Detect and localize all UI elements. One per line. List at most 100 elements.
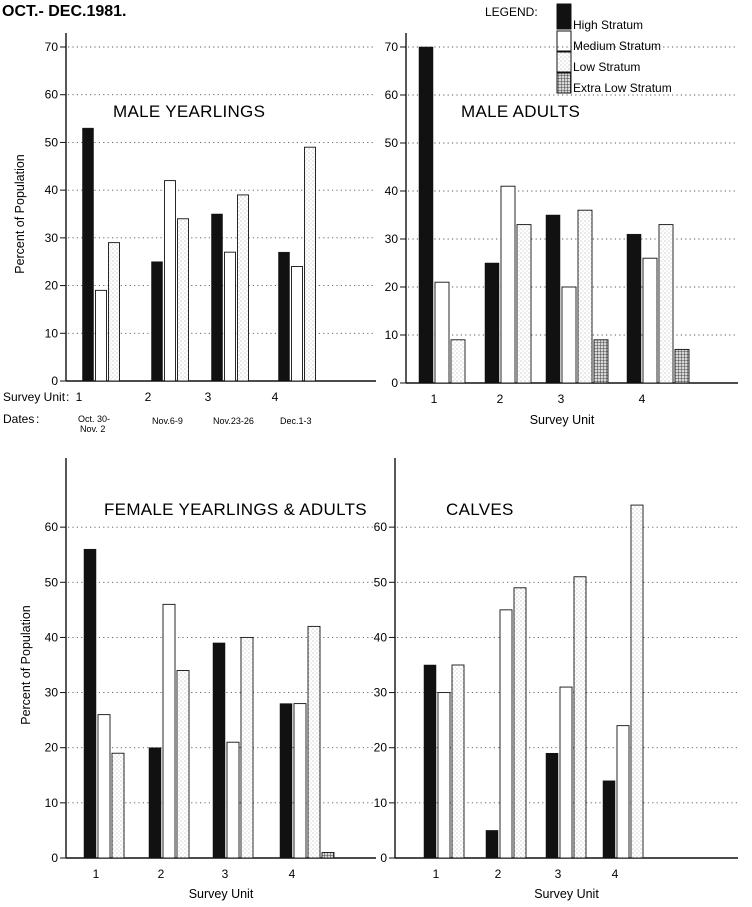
y-tick-label: 0 <box>51 851 58 865</box>
y-tick-label: 20 <box>45 279 59 293</box>
bar-low-unit-1 <box>450 339 466 384</box>
category-label: 3 <box>205 390 212 404</box>
chart-panel-4: CALVES 0 10 20 30 40 50 60 1 2 3 4 Survey Unit <box>374 458 738 901</box>
bar-medium-unit-2 <box>499 609 513 859</box>
dates-prefix: Dates <box>3 412 34 426</box>
chart-title: MALE ADULTS <box>461 102 580 121</box>
category-label: 4 <box>612 867 619 881</box>
category-label: 1 <box>433 867 440 881</box>
legend-label-high: High Stratum <box>573 18 643 32</box>
bar-high-unit-2 <box>151 261 163 382</box>
bar-high-unit-3 <box>545 214 561 384</box>
y-tick-label: 20 <box>385 280 399 294</box>
bar-high-unit-4 <box>278 251 290 382</box>
chart-title: CALVES <box>446 500 514 519</box>
x-axis-label: Survey Unit <box>534 887 599 901</box>
bar-high-unit-2 <box>148 747 162 859</box>
bar-low-unit-4 <box>630 504 644 859</box>
y-tick-label: 10 <box>385 328 399 342</box>
bar-high-unit-3 <box>545 752 559 859</box>
bar-medium-unit-4 <box>642 257 658 384</box>
y-tick-label: 60 <box>385 88 399 102</box>
bar-medium-unit-1 <box>437 692 451 859</box>
y-tick-label: 50 <box>45 575 59 589</box>
bar-high-unit-1 <box>418 46 434 384</box>
category-label: 4 <box>289 867 296 881</box>
bar-low-unit-4 <box>304 146 316 382</box>
y-tick-label: 10 <box>374 796 388 810</box>
y-axis-label: Percent of Population <box>13 154 27 274</box>
category-label: 3 <box>558 392 565 406</box>
bar-low-unit-1 <box>451 664 465 859</box>
category-label: 1 <box>431 392 438 406</box>
y-tick-label: 30 <box>45 686 59 700</box>
x-axis-label: Survey Unit <box>530 413 595 427</box>
bar-low-unit-4 <box>307 625 321 859</box>
bar-medium-unit-2 <box>162 603 176 859</box>
bar-extra-low-unit-3 <box>593 339 609 384</box>
survey-unit-prefix: Survey Unit <box>3 390 66 404</box>
date-unit-1-line-2: Nov. 2 <box>80 424 105 434</box>
y-tick-label: 40 <box>45 630 59 644</box>
category-label: 3 <box>222 867 229 881</box>
bar-medium-unit-2 <box>500 185 516 384</box>
bar-high-unit-4 <box>626 233 642 384</box>
bar-low-unit-2 <box>177 218 189 382</box>
y-tick-label: 50 <box>374 575 388 589</box>
survey-unit-colon: : <box>66 390 69 404</box>
y-tick-label: 0 <box>380 851 387 865</box>
y-tick-label: 40 <box>374 630 388 644</box>
date-unit-1-line-1: Oct. 30- <box>78 414 110 424</box>
bar-high-unit-1 <box>423 664 437 859</box>
page-header: OCT.- DEC.1981. <box>2 3 126 20</box>
y-tick-label: 70 <box>385 40 399 54</box>
bar-medium-unit-3 <box>559 686 573 859</box>
y-tick-label: 60 <box>45 520 59 534</box>
y-tick-label: 50 <box>45 135 59 149</box>
bar-high-unit-4 <box>279 703 293 859</box>
bar-low-unit-2 <box>176 670 190 859</box>
bar-high-unit-4 <box>602 780 616 859</box>
bar-high-unit-1 <box>83 548 97 859</box>
bar-low-unit-2 <box>516 224 532 384</box>
category-label: 2 <box>145 390 152 404</box>
bar-low-unit-3 <box>237 194 249 382</box>
bar-low-unit-1 <box>111 752 125 859</box>
category-label: 2 <box>158 867 165 881</box>
date-unit-3: Nov.23-26 <box>213 416 254 426</box>
y-tick-label: 70 <box>45 40 59 54</box>
chart-title: MALE YEARLINGS <box>113 102 265 121</box>
category-label: 4 <box>272 390 279 404</box>
y-tick-label: 10 <box>45 326 59 340</box>
category-label: 2 <box>497 392 504 406</box>
bar-medium-unit-2 <box>164 180 176 382</box>
legend-swatch-low <box>556 51 572 73</box>
legend-swatch-extra-low <box>556 72 572 94</box>
bar-high-unit-3 <box>212 642 226 859</box>
legend-label-medium: Medium Stratum <box>573 39 661 53</box>
chart-panel-3: FEMALE YEARLINGS & ADULTS 0 10 20 30 40 50 60 Pe… <box>19 458 376 901</box>
bar-medium-unit-3 <box>224 251 236 382</box>
bar-medium-unit-1 <box>95 289 107 382</box>
y-tick-label: 30 <box>374 686 388 700</box>
category-label: 1 <box>93 867 100 881</box>
bar-low-unit-4 <box>658 224 674 384</box>
bar-extra-low-unit-4 <box>321 852 335 859</box>
date-unit-4: Dec.1-3 <box>280 416 312 426</box>
y-tick-label: 10 <box>45 796 59 810</box>
y-axis-label: Percent of Population <box>19 605 33 725</box>
date-unit-2: Nov.6-9 <box>152 416 183 426</box>
y-tick-label: 30 <box>385 232 399 246</box>
bar-low-unit-3 <box>573 576 587 859</box>
category-label: 4 <box>639 392 646 406</box>
y-tick-label: 0 <box>51 374 58 388</box>
bar-low-unit-3 <box>240 636 254 859</box>
bar-medium-unit-4 <box>291 266 303 382</box>
x-axis-label: Survey Unit <box>189 887 254 901</box>
chart-panel-2: MALE ADULTS 0 10 20 30 40 50 60 70 1 2 3 4 Survey Uni… <box>385 33 738 427</box>
bar-low-unit-2 <box>513 587 527 859</box>
y-tick-label: 60 <box>374 520 388 534</box>
legend-label-low: Low Stratum <box>573 60 640 74</box>
